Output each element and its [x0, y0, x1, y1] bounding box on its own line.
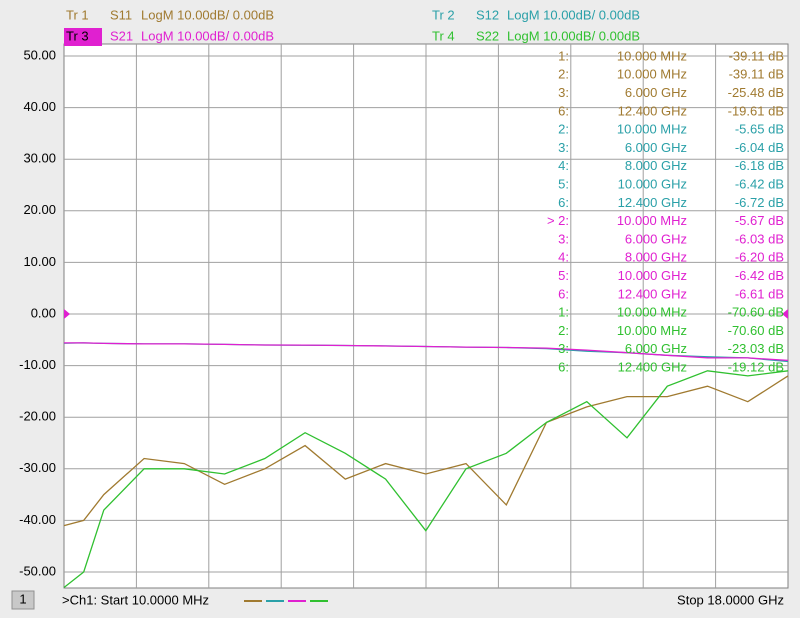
marker-response: -19.61 dB: [728, 103, 784, 118]
marker-stimulus: 10.000 MHz: [617, 48, 687, 63]
marker-index: 4:: [558, 158, 569, 173]
marker-index: 6:: [558, 195, 569, 210]
trace-label: Tr 2: [432, 7, 455, 22]
trace-line: [63, 370, 789, 589]
channel-number: 1: [19, 591, 26, 606]
trace-format: LogM 10.00dB/ 0.00dB: [141, 7, 274, 22]
marker-index: 5:: [558, 268, 569, 283]
marker-index: 1:: [558, 305, 569, 320]
marker-response: -39.11 dB: [729, 67, 784, 82]
marker-response: -6.61 dB: [735, 286, 784, 301]
y-tick-label: -20.00: [19, 409, 56, 424]
y-tick-label: 0.00: [31, 305, 56, 320]
marker-stimulus: 6.000 GHz: [625, 231, 687, 246]
marker-index: > 2:: [547, 213, 569, 228]
y-tick-label: -40.00: [19, 512, 56, 527]
marker-index: 6:: [558, 360, 569, 375]
marker-index: 2:: [558, 67, 569, 82]
marker-stimulus: 6.000 GHz: [625, 140, 687, 155]
y-tick-label: 20.00: [23, 202, 56, 217]
marker-index: 6:: [558, 103, 569, 118]
trace-name: S11: [110, 7, 132, 22]
marker-response: -6.18 dB: [735, 158, 784, 173]
marker-response: -70.60 dB: [728, 323, 784, 338]
marker-response: -19.12 dB: [728, 360, 784, 375]
marker-index: 3:: [558, 140, 569, 155]
trace-label: Tr 4: [432, 28, 455, 43]
y-tick-label: 50.00: [23, 47, 56, 62]
start-label: >Ch1: Start 10.0000 MHz: [62, 592, 209, 607]
trace-line: [63, 375, 789, 527]
marker-stimulus: 10.000 MHz: [617, 305, 687, 320]
marker-index: 2:: [558, 323, 569, 338]
marker-stimulus: 12.400 GHz: [618, 103, 687, 118]
marker-response: -70.60 dB: [728, 305, 784, 320]
trace-name: S21: [110, 28, 133, 43]
trace-name: S12: [476, 7, 499, 22]
stop-label: Stop 18.0000 GHz: [677, 592, 784, 607]
trace-format: LogM 10.00dB/ 0.00dB: [507, 28, 640, 43]
marker-index: 3:: [558, 231, 569, 246]
marker-stimulus: 10.000 GHz: [618, 177, 687, 192]
marker-index: 3:: [558, 341, 569, 356]
marker-index: 1:: [558, 48, 569, 63]
active-trace-highlight: [64, 28, 102, 46]
marker-response: -6.42 dB: [735, 268, 784, 283]
marker-stimulus: 12.400 GHz: [618, 195, 687, 210]
marker-stimulus: 10.000 GHz: [618, 268, 687, 283]
marker-response: -6.20 dB: [735, 250, 784, 265]
marker-stimulus: 10.000 MHz: [617, 323, 687, 338]
marker-index: 3:: [558, 85, 569, 100]
trace-name: S22: [476, 28, 499, 43]
trace-line: [64, 342, 789, 362]
marker-index: 4:: [558, 250, 569, 265]
marker-response: -5.65 dB: [735, 122, 784, 137]
marker-stimulus: 10.000 MHz: [617, 213, 687, 228]
y-tick-label: 10.00: [23, 254, 56, 269]
reference-arrow: [64, 309, 70, 319]
reference-arrow: [782, 309, 788, 319]
marker-stimulus: 6.000 GHz: [625, 341, 687, 356]
marker-stimulus: 10.000 MHz: [617, 67, 687, 82]
trace-format: LogM 10.00dB/ 0.00dB: [507, 7, 640, 22]
marker-stimulus: 12.400 GHz: [618, 360, 687, 375]
trace-format: LogM 10.00dB/ 0.00dB: [141, 28, 274, 43]
marker-response: -6.03 dB: [735, 231, 784, 246]
marker-response: -5.67 dB: [735, 213, 784, 228]
marker-stimulus: 6.000 GHz: [625, 85, 687, 100]
marker-response: -25.48 dB: [728, 85, 784, 100]
marker-index: 6:: [558, 286, 569, 301]
y-tick-label: -50.00: [19, 563, 56, 578]
channel-box: [11, 590, 35, 610]
marker-stimulus: 10.000 MHz: [617, 122, 687, 137]
marker-response: -6.42 dB: [735, 177, 784, 192]
y-tick-label: -30.00: [19, 460, 56, 475]
marker-stimulus: 8.000 GHz: [625, 158, 687, 173]
marker-response: -23.03 dB: [728, 341, 784, 356]
marker-response: -6.72 dB: [735, 195, 784, 210]
marker-stimulus: 8.000 GHz: [625, 250, 687, 265]
marker-index: 2:: [558, 122, 569, 137]
marker-response: -39.11 dB: [729, 48, 784, 63]
marker-index: 5:: [558, 177, 569, 192]
y-tick-label: 30.00: [23, 151, 56, 166]
y-tick-label: 40.00: [23, 99, 56, 114]
trace-label: Tr 3: [66, 28, 89, 43]
y-tick-label: -10.00: [19, 357, 56, 372]
marker-stimulus: 12.400 GHz: [618, 286, 687, 301]
trace-label: Tr 1: [66, 7, 89, 22]
marker-response: -6.04 dB: [735, 140, 784, 155]
